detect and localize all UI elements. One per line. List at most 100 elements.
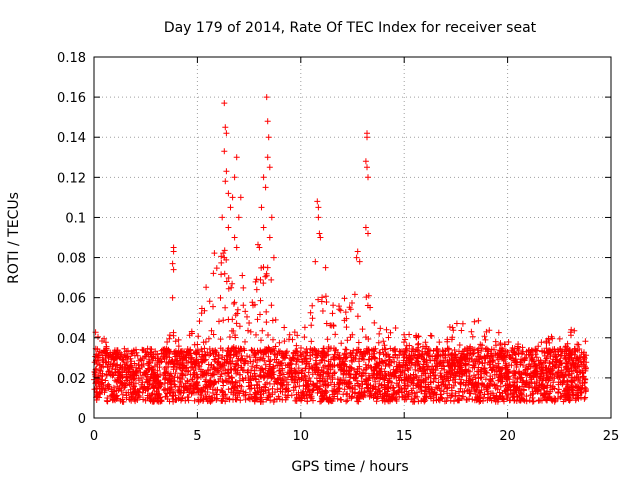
data-point xyxy=(217,345,224,352)
data-point xyxy=(512,359,519,366)
data-point xyxy=(298,369,305,375)
data-point xyxy=(128,393,135,400)
data-point xyxy=(390,373,397,380)
data-point xyxy=(263,94,270,101)
data-point xyxy=(201,371,208,378)
data-point xyxy=(244,313,250,320)
data-point xyxy=(387,345,394,352)
x-tick-label: 0 xyxy=(90,429,98,444)
data-point xyxy=(556,374,562,381)
data-point xyxy=(99,379,106,386)
data-point xyxy=(247,376,254,383)
data-point xyxy=(306,375,313,381)
data-point xyxy=(251,398,258,405)
data-point xyxy=(229,280,236,287)
data-point xyxy=(533,383,539,390)
data-point xyxy=(495,350,502,357)
data-point xyxy=(311,367,318,374)
data-point xyxy=(100,382,107,389)
data-point xyxy=(164,385,171,392)
data-point xyxy=(317,371,324,378)
data-point xyxy=(424,349,431,356)
data-point xyxy=(315,214,322,221)
data-point xyxy=(221,254,228,261)
data-point xyxy=(255,241,261,248)
data-point xyxy=(392,391,399,397)
data-point xyxy=(530,398,537,405)
data-point xyxy=(351,367,358,373)
data-point xyxy=(292,369,299,376)
data-point xyxy=(445,351,452,358)
data-point xyxy=(309,302,316,309)
data-point xyxy=(408,360,415,367)
data-point xyxy=(139,389,146,396)
data-point xyxy=(354,248,361,255)
data-point xyxy=(147,395,154,402)
data-point xyxy=(341,295,348,302)
data-point xyxy=(476,388,483,395)
data-point xyxy=(399,348,405,355)
data-point xyxy=(323,389,330,396)
data-point xyxy=(475,317,482,324)
data-point xyxy=(316,230,323,237)
data-point xyxy=(121,352,128,359)
data-point xyxy=(494,386,501,393)
data-point xyxy=(316,377,323,384)
data-point xyxy=(198,359,205,366)
data-point xyxy=(535,357,542,364)
data-point xyxy=(411,375,418,382)
data-point xyxy=(144,392,151,399)
data-point xyxy=(370,372,377,379)
data-point xyxy=(123,371,130,378)
data-point xyxy=(262,387,269,394)
data-point xyxy=(113,355,120,362)
data-point xyxy=(185,385,191,392)
data-point xyxy=(130,389,137,396)
data-point xyxy=(458,368,465,375)
data-point xyxy=(425,383,432,390)
data-point xyxy=(362,224,369,231)
data-point xyxy=(188,328,195,335)
data-point xyxy=(234,306,241,313)
data-point xyxy=(204,389,211,395)
data-point xyxy=(566,356,573,363)
data-point xyxy=(118,356,125,363)
data-point xyxy=(444,358,451,365)
data-point xyxy=(286,331,293,338)
data-point xyxy=(217,294,224,301)
data-point xyxy=(458,327,465,334)
data-point xyxy=(493,393,500,400)
data-point xyxy=(292,397,299,404)
data-point xyxy=(248,346,255,353)
data-point xyxy=(469,333,476,340)
data-point xyxy=(426,352,433,359)
data-point xyxy=(555,348,562,355)
data-point xyxy=(546,347,553,354)
data-point xyxy=(294,379,301,386)
data-point xyxy=(196,318,203,325)
data-point xyxy=(348,395,355,402)
data-point xyxy=(123,394,130,401)
data-point xyxy=(249,363,256,370)
data-point xyxy=(225,378,232,385)
data-point xyxy=(506,382,513,389)
x-axis-label: GPS time / hours xyxy=(291,459,408,475)
data-point xyxy=(508,347,515,354)
data-point xyxy=(469,380,476,387)
data-point xyxy=(200,396,207,403)
data-point xyxy=(301,324,308,331)
data-point xyxy=(313,348,320,355)
data-point xyxy=(327,379,334,386)
data-point xyxy=(94,361,100,367)
data-point xyxy=(422,397,429,404)
data-point xyxy=(563,394,569,401)
data-point xyxy=(562,370,569,377)
data-point xyxy=(442,354,449,361)
data-point xyxy=(217,376,224,382)
data-point xyxy=(417,376,423,383)
data-point xyxy=(231,234,238,241)
data-point xyxy=(488,390,494,397)
data-point xyxy=(510,379,517,385)
data-point xyxy=(372,383,379,390)
data-point xyxy=(297,351,304,358)
